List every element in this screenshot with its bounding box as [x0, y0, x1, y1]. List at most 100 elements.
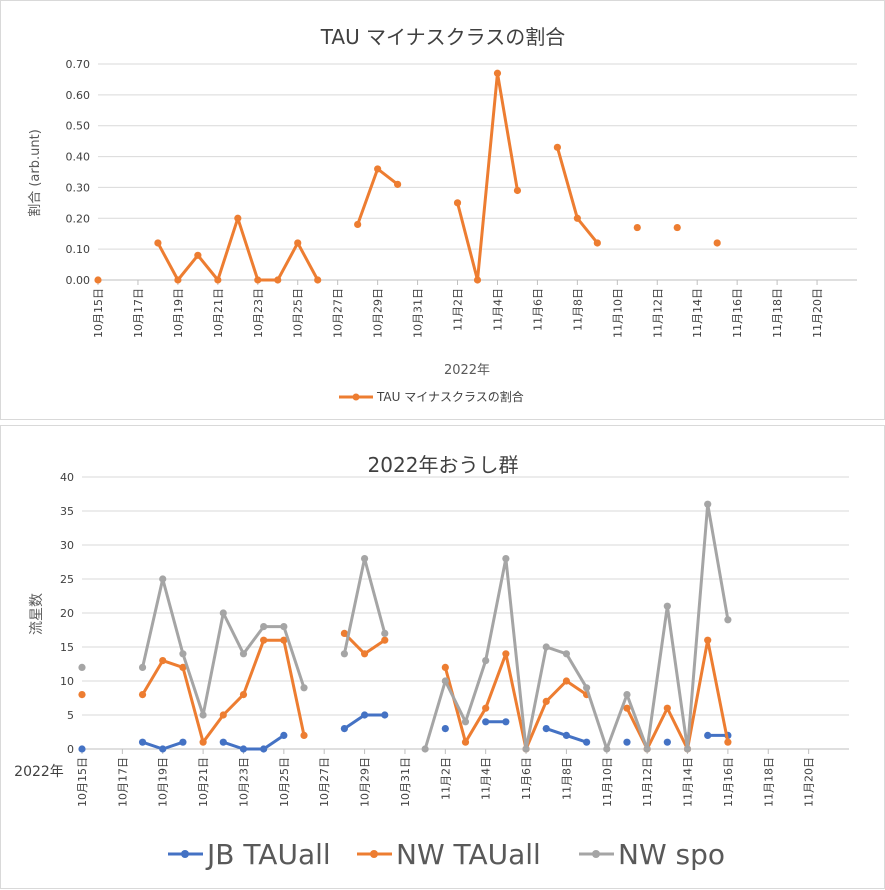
data-point: [78, 745, 86, 753]
data-point: [704, 731, 712, 739]
x-tick-label: 11月18日: [771, 288, 784, 338]
y-tick-label: 0.30: [66, 181, 91, 194]
legend-marker-tau-ratio: [352, 393, 360, 401]
x-tick-label: 11月12日: [641, 757, 654, 807]
data-point: [294, 239, 302, 247]
chart-panel-taurids[interactable]: 2022年おうし群 流星数 2022年 0 5 10 15 20 25 30 35 40 10月…: [0, 425, 885, 889]
chart-title: TAU マイナスクラスの割合: [320, 25, 566, 49]
y-tick-label: 5: [67, 709, 74, 722]
chart-tau-ratio: TAU マイナスクラスの割合 割合 (arb.unt) 2022年 0.00 0.…: [27, 25, 857, 404]
y-tick-label: 35: [60, 505, 74, 518]
data-point: [260, 636, 268, 644]
data-point: [360, 711, 369, 719]
series-line-1: [141, 638, 306, 744]
x-tick-label: 11月12日: [651, 288, 664, 338]
legend-marker-nw-tauall: [370, 850, 378, 858]
x-tick-label: 10月15日: [92, 288, 105, 338]
data-point: [300, 731, 308, 739]
data-point: [138, 738, 147, 746]
data-point: [542, 643, 550, 651]
data-point: [194, 251, 202, 259]
x-tick-label: 11月8日: [560, 757, 573, 800]
x-tick-label: 10月29日: [359, 757, 372, 807]
x-tick-label: 10月19日: [157, 757, 170, 807]
data-point: [199, 711, 207, 719]
data-point: [724, 616, 732, 624]
data-point: [274, 276, 282, 284]
x-tick-label: 10月25日: [292, 288, 305, 338]
data-point: [174, 276, 182, 284]
data-point: [280, 623, 288, 631]
x-tick-label: 10月23日: [237, 757, 250, 807]
data-point: [314, 276, 322, 284]
x-tick-label: 11月10日: [611, 288, 624, 338]
data-point: [300, 684, 308, 692]
data-point: [724, 738, 732, 746]
data-point: [461, 738, 470, 746]
x-tick-label: 11月8日: [571, 288, 584, 331]
legend-marker-nw-spo: [592, 850, 600, 858]
data-point: [482, 718, 490, 726]
x-tick-label: 11月6日: [531, 288, 544, 331]
x-tick-label: 10月29日: [372, 288, 385, 338]
data-point: [493, 69, 502, 77]
data-point: [179, 663, 187, 671]
y-tick-label: 0.50: [66, 120, 91, 133]
x-tick-label: 10月19日: [172, 288, 185, 338]
data-point: [219, 711, 227, 719]
data-point: [583, 738, 591, 746]
data-point: [179, 738, 187, 746]
data-point: [553, 143, 561, 151]
x-tick-label: 10月27日: [332, 288, 345, 338]
data-point: [441, 725, 449, 733]
data-point: [513, 186, 522, 195]
x-axis-label: 2022年: [14, 764, 64, 780]
data-point: [239, 650, 248, 658]
data-point: [381, 629, 389, 637]
data-point: [239, 745, 248, 753]
x-tick-label: 10月23日: [252, 288, 265, 338]
y-tick-label: 0: [67, 743, 74, 756]
y-tick-label: 30: [60, 539, 74, 552]
x-tick-label: 11月16日: [722, 757, 735, 807]
x-tick-label: 11月14日: [691, 288, 704, 338]
series-line-0: [555, 146, 599, 244]
y-tick-label: 0.70: [66, 58, 91, 71]
data-point: [280, 636, 288, 644]
x-tick-label: 10月25日: [278, 757, 291, 807]
y-tick-label: 0.40: [66, 151, 91, 164]
data-point: [260, 623, 268, 631]
data-point: [633, 223, 641, 232]
y-axis-label: 割合 (arb.unt): [27, 129, 43, 217]
x-tick-label: 10月17日: [116, 757, 129, 807]
y-tick-label: 0.10: [66, 243, 91, 256]
x-tick-label: 10月27日: [318, 757, 331, 807]
y-tick-label: 40: [60, 471, 74, 484]
x-tick-label: 11月20日: [803, 757, 816, 807]
chart-panel-tau-ratio[interactable]: TAU マイナスクラスの割合 割合 (arb.unt) 2022年 0.00 0.…: [0, 0, 885, 420]
data-point: [542, 725, 550, 733]
data-point: [280, 731, 288, 739]
x-tick-label: 11月18日: [762, 757, 775, 807]
data-point: [234, 214, 242, 222]
data-point: [239, 691, 248, 699]
y-tick-label: 0.20: [66, 212, 91, 225]
y-tick-label: 10: [60, 675, 74, 688]
x-tick-label: 11月2日: [439, 757, 452, 800]
x-tick-label: 10月21日: [197, 757, 210, 807]
data-point: [260, 745, 268, 753]
series-line-1: [443, 652, 588, 751]
y-tick-label: 0.00: [66, 274, 91, 287]
data-point: [441, 677, 449, 685]
x-tick-label: 11月6日: [520, 757, 533, 800]
legend-label-tau-ratio: TAU マイナスクラスの割合: [376, 389, 524, 404]
data-point: [663, 738, 671, 746]
data-point: [199, 738, 207, 746]
x-tick-label: 10月31日: [412, 288, 425, 338]
data-point: [643, 745, 651, 753]
legend: TAU マイナスクラスの割合: [339, 389, 524, 404]
data-point: [441, 663, 449, 671]
x-tick-label: 11月16日: [731, 288, 744, 338]
x-tick-label: 10月15日: [76, 757, 89, 807]
data-point: [254, 276, 262, 284]
